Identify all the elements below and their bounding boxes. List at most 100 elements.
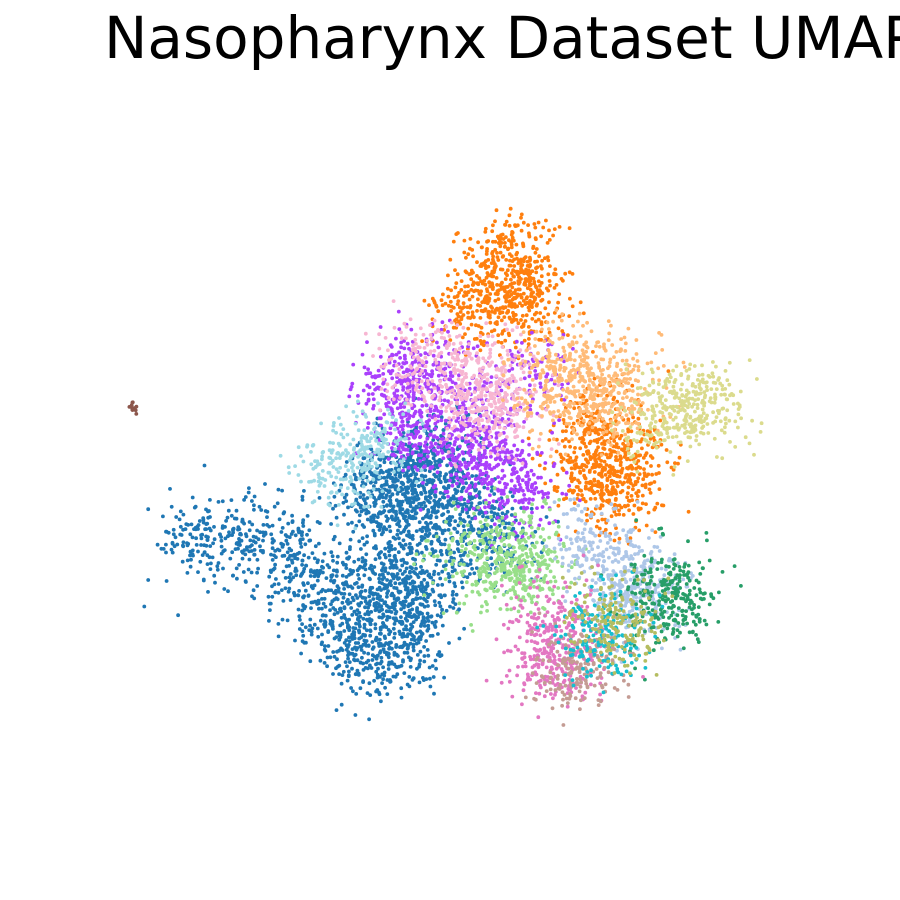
cell-point <box>350 647 355 651</box>
cell-point <box>373 474 378 478</box>
cell-point <box>394 484 399 488</box>
cell-point <box>212 525 216 529</box>
cell-point <box>453 285 458 290</box>
cell-point <box>303 625 308 630</box>
cell-point <box>401 659 405 664</box>
cell-point <box>232 516 237 521</box>
cell-point <box>400 507 405 512</box>
cell-point <box>399 503 404 507</box>
cell-point <box>581 311 586 316</box>
cell-point <box>306 593 311 598</box>
cell-point <box>301 633 306 638</box>
cell-point <box>421 332 426 337</box>
cell-point <box>361 507 366 512</box>
cell-point <box>385 594 389 599</box>
cell-point <box>211 541 216 546</box>
cell-point <box>408 570 412 575</box>
cell-point <box>446 494 450 499</box>
cell-point <box>398 356 402 360</box>
cell-point <box>460 580 464 585</box>
cell-point <box>408 317 413 322</box>
cell-point <box>416 397 421 401</box>
cell-point <box>459 288 464 292</box>
cell-point <box>403 642 408 647</box>
cell-point <box>464 270 469 275</box>
cell-point <box>365 540 369 545</box>
cell-point <box>355 646 360 650</box>
cell-point <box>209 561 213 566</box>
cell-point <box>596 445 600 450</box>
cell-point <box>535 302 539 306</box>
cell-point <box>451 449 455 454</box>
cell-point <box>599 493 604 498</box>
cell-point <box>497 288 501 293</box>
cell-point <box>222 587 227 591</box>
cell-point <box>493 219 497 224</box>
cell-point <box>378 325 383 329</box>
cell-point <box>632 503 637 508</box>
cell-point <box>440 607 444 612</box>
cell-point <box>661 503 666 508</box>
cell-point <box>415 610 420 615</box>
cell-point <box>433 658 438 663</box>
cell-point <box>411 648 416 653</box>
cell-point <box>332 654 337 659</box>
cell-point <box>539 338 544 342</box>
cell-point <box>395 532 400 537</box>
cell-point <box>430 296 435 301</box>
cell-point <box>492 492 497 496</box>
cell-point <box>415 573 420 577</box>
cell-point <box>501 329 505 334</box>
cell-point <box>343 472 348 477</box>
cell-point <box>175 542 180 547</box>
cell-point <box>194 536 199 541</box>
cell-point <box>498 457 503 462</box>
cell-point <box>396 597 401 601</box>
cell-point <box>454 472 458 477</box>
cell-point <box>420 535 425 540</box>
cell-point <box>470 516 475 521</box>
cell-point <box>411 435 416 440</box>
cell-point <box>382 364 386 369</box>
cell-point <box>570 272 575 276</box>
cell-point <box>252 552 257 557</box>
cell-point <box>363 605 367 610</box>
cell-point <box>379 522 383 527</box>
cell-point <box>533 225 538 230</box>
cell-point <box>379 699 383 704</box>
cell-point <box>597 464 602 469</box>
cell-point <box>366 367 370 372</box>
cell-point <box>499 285 504 290</box>
cell-point <box>412 395 416 400</box>
cell-point <box>407 441 412 446</box>
cell-point <box>483 510 488 515</box>
cell-point <box>402 650 407 655</box>
cell-point <box>394 618 399 623</box>
cell-point <box>386 396 391 400</box>
cell-point <box>331 672 335 676</box>
cell-point <box>364 371 368 376</box>
cell-point <box>464 507 468 512</box>
cell-point <box>640 446 644 451</box>
cell-point <box>584 512 589 517</box>
cell-point <box>367 594 372 599</box>
cell-point <box>378 354 383 359</box>
cell-point <box>421 525 425 530</box>
cell-point <box>414 597 419 601</box>
cell-point <box>413 472 418 477</box>
cell-point <box>454 317 459 322</box>
cell-point <box>451 589 455 594</box>
cell-point <box>199 543 204 547</box>
cell-point <box>614 491 618 496</box>
cell-point <box>245 545 249 550</box>
cell-point <box>353 672 358 677</box>
cell-point <box>267 619 271 623</box>
cell-point <box>189 522 194 527</box>
cell-point <box>391 478 396 482</box>
cell-point <box>307 528 312 533</box>
cell-point <box>513 484 517 488</box>
cell-point <box>406 479 411 484</box>
cell-point <box>547 228 551 233</box>
cell-point <box>385 618 389 622</box>
cell-point <box>298 574 303 578</box>
